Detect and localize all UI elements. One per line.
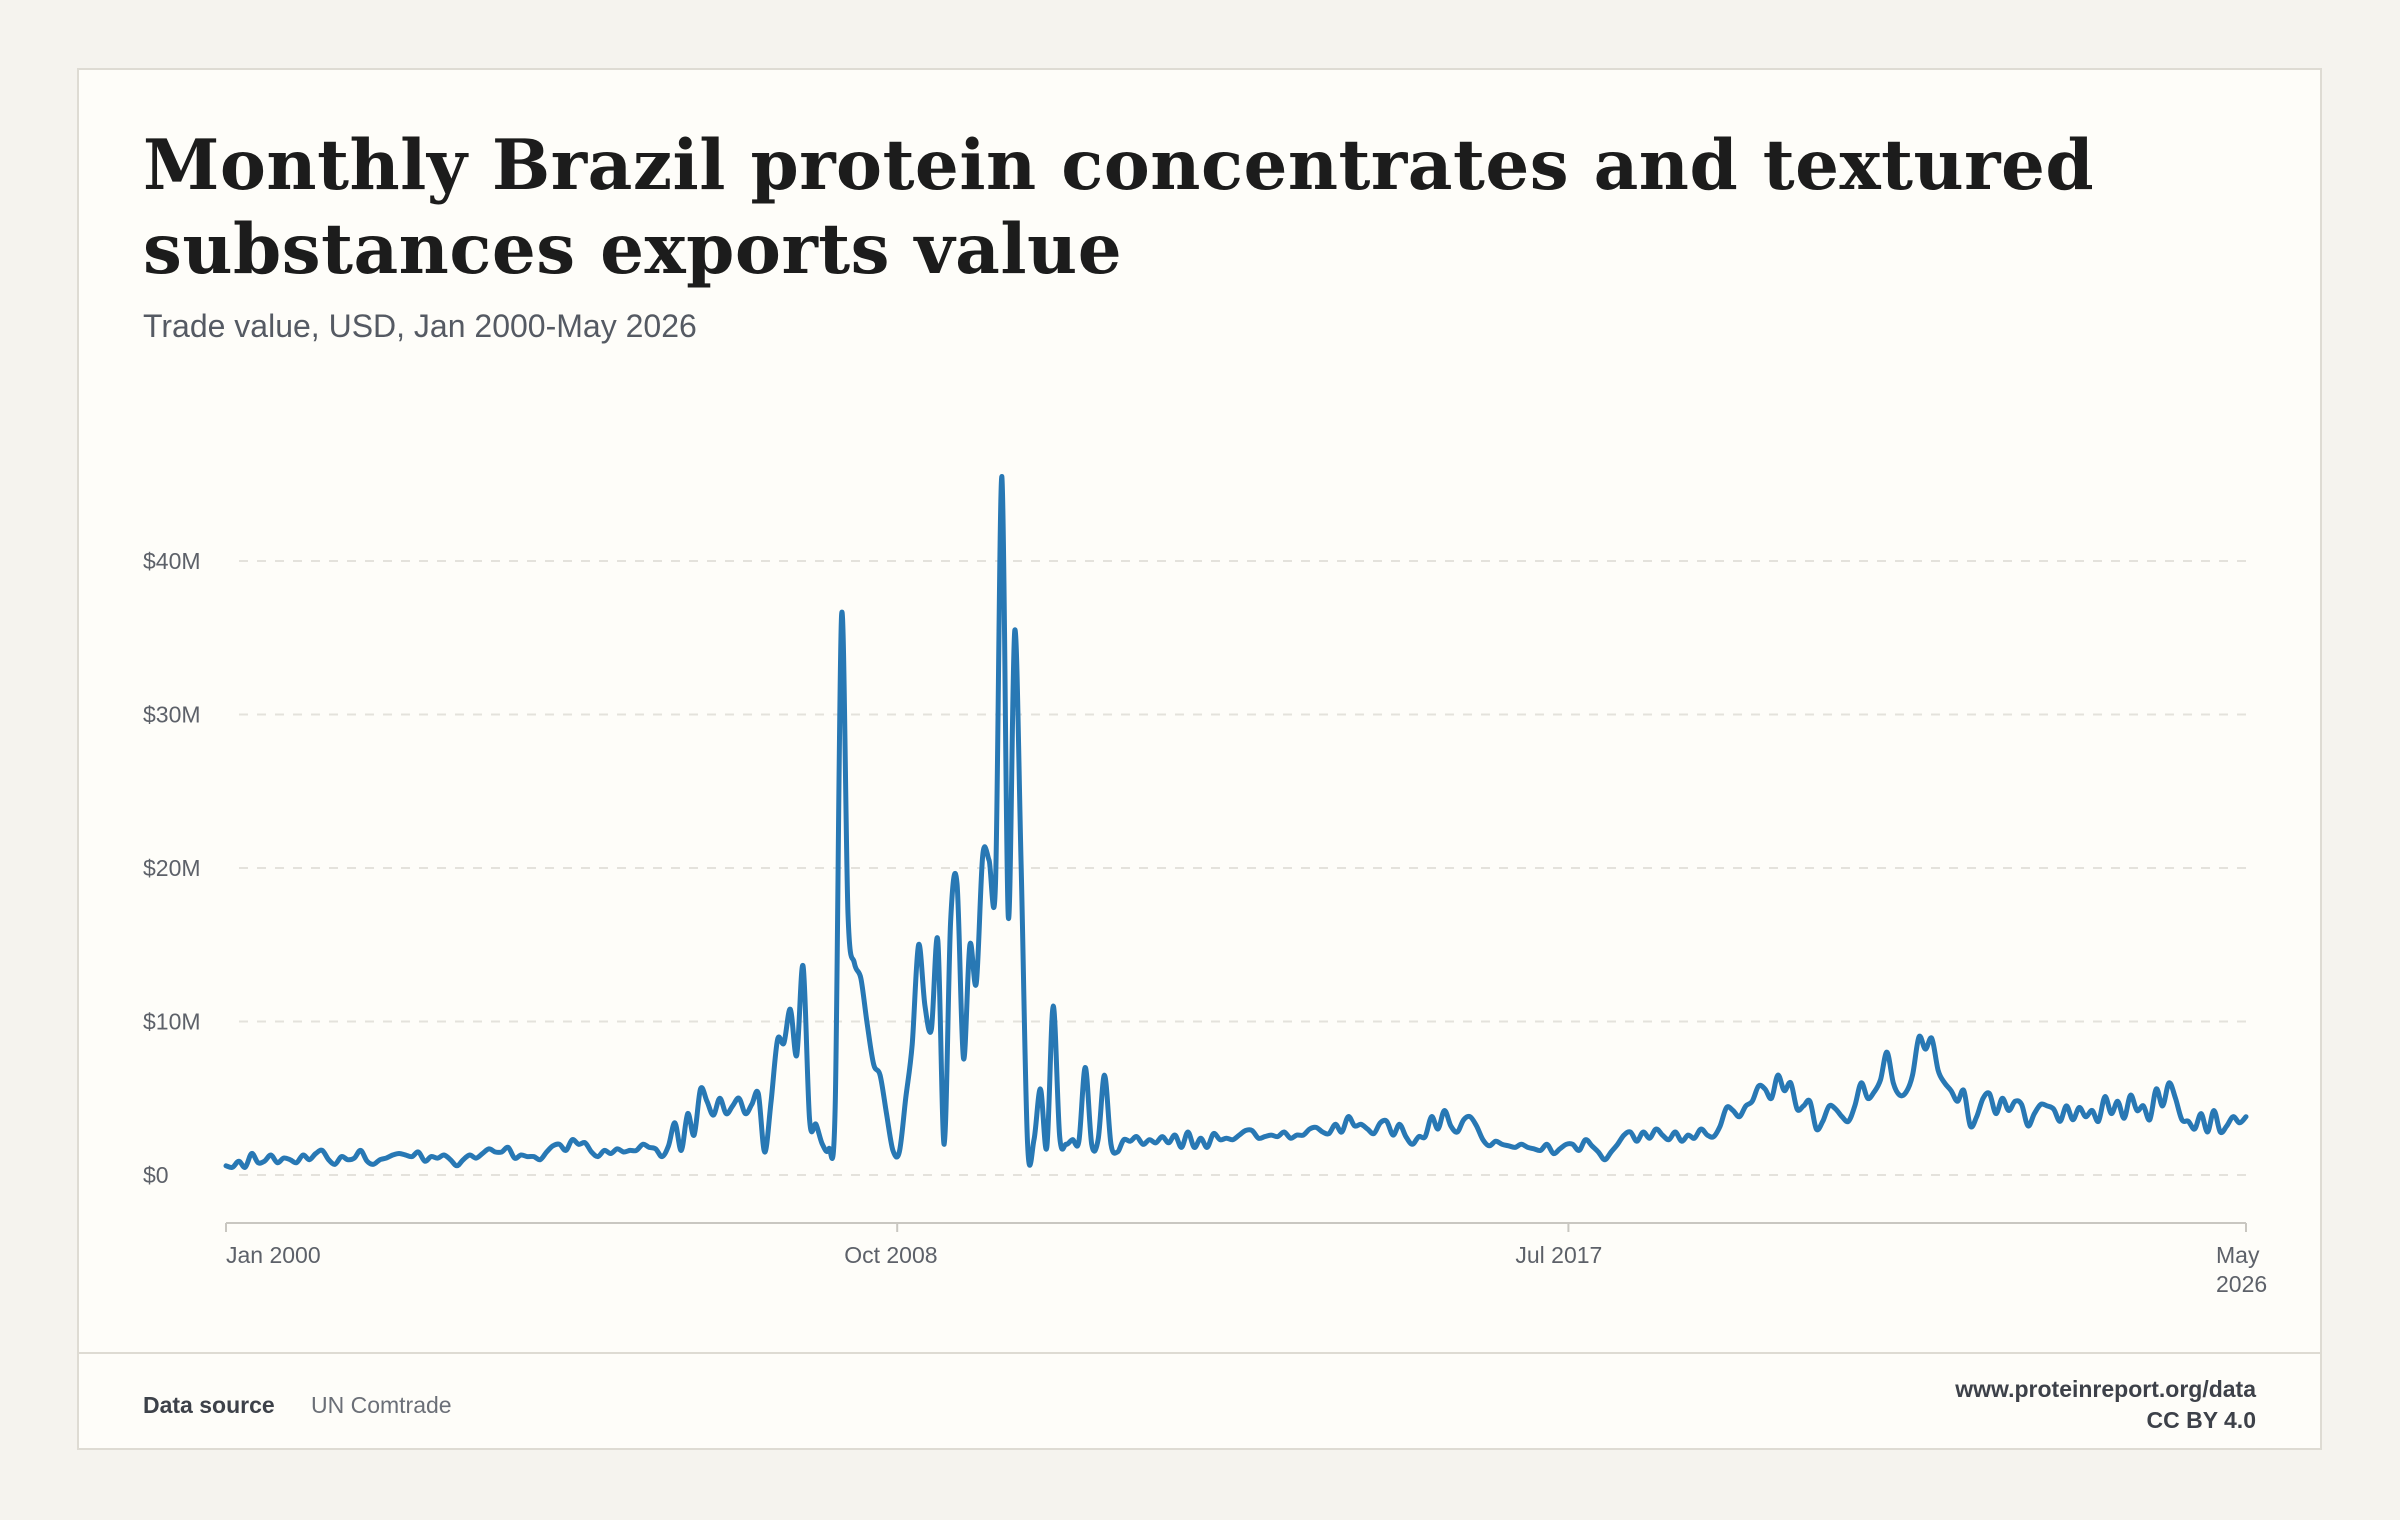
license-label: CC BY 4.0	[2146, 1407, 2256, 1433]
data-source-value: UN Comtrade	[311, 1392, 452, 1418]
y-tick-labels: $0 $10M $20M $30M $40M	[143, 548, 201, 1188]
y-tick-label: $30M	[143, 702, 201, 728]
y-tick-label: $40M	[143, 548, 201, 574]
chart-card: Monthly Brazil protein concentrates and …	[77, 68, 2322, 1450]
y-tick-label: $20M	[143, 855, 201, 881]
x-tick-label: May 2026	[2216, 1242, 2267, 1297]
x-tick-label: Jul 2017	[1515, 1242, 1602, 1268]
line-chart: $0 $10M $20M $30M $40M Jan 2000 Oct 2008 Jul 2…	[143, 474, 2267, 1297]
site-link[interactable]: www.proteinreport.org/data	[1955, 1376, 2256, 1402]
series-line	[223, 474, 2249, 1170]
series-layer	[223, 474, 2249, 1170]
footer-divider	[79, 1352, 2320, 1354]
chart-subtitle: Trade value, USD, Jan 2000-May 2026	[143, 308, 697, 344]
x-tick-label: Oct 2008	[844, 1242, 937, 1268]
x-axis: Jan 2000 Oct 2008 Jul 2017 May 2026	[225, 1222, 2267, 1297]
x-tick-label: Jan 2000	[226, 1242, 321, 1268]
y-tick-label: $10M	[143, 1009, 201, 1035]
chart-title: Monthly Brazil protein concentrates and …	[143, 125, 2095, 290]
grid-lines	[239, 560, 2249, 1176]
y-tick-label: $0	[143, 1162, 169, 1188]
data-source-label: Data source	[143, 1392, 275, 1418]
